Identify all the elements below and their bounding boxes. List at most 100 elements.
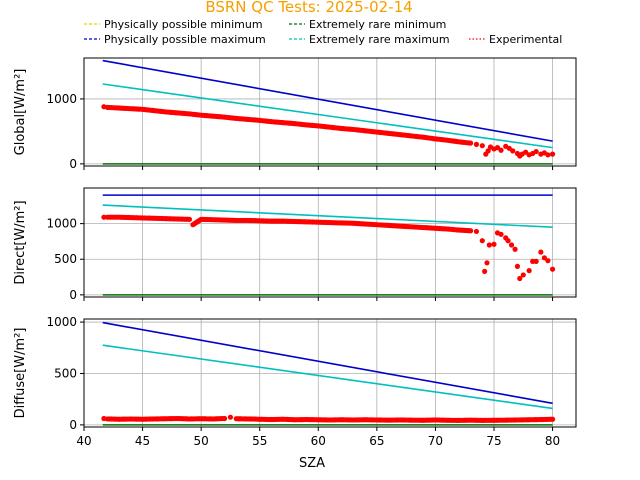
panel-3: 0 500 1000 40 45 50 55 60 65 70 75 80 SZA Diffuse[W/m… bbox=[13, 315, 577, 471]
data-point-fill bbox=[477, 417, 483, 423]
data-point bbox=[485, 148, 491, 154]
data-point-fill bbox=[430, 136, 437, 142]
y-tick-label: 500 bbox=[54, 366, 77, 380]
data-point-fill bbox=[337, 220, 343, 226]
data-point-fill bbox=[313, 219, 319, 225]
data-point bbox=[479, 143, 485, 149]
legend-item: Physically possible minimum bbox=[84, 18, 263, 31]
data-point-fill bbox=[126, 416, 132, 422]
data-point-fill bbox=[360, 417, 366, 423]
data-point bbox=[491, 241, 497, 247]
data-point bbox=[533, 148, 539, 155]
data-point-fill bbox=[442, 226, 448, 232]
data-point bbox=[517, 275, 523, 282]
y-tick-label: 1000 bbox=[46, 217, 77, 231]
x-tick-label: 45 bbox=[135, 434, 150, 448]
data-point-fill bbox=[407, 224, 413, 230]
data-point-fill bbox=[466, 140, 472, 146]
chart-title: BSRN QC Tests: 2025-02-14 bbox=[205, 0, 412, 16]
data-point-fill bbox=[114, 214, 120, 220]
series-extremely-rare-maximum bbox=[102, 344, 553, 410]
legend-item: Experimental bbox=[469, 33, 562, 46]
data-point bbox=[508, 242, 515, 248]
y-tick-label: 0 bbox=[69, 288, 77, 302]
axes-frame bbox=[83, 187, 577, 298]
legend-label: Extremely rare maximum bbox=[309, 33, 450, 46]
data-point-fill bbox=[149, 416, 155, 422]
y-tick-label: 0 bbox=[69, 157, 77, 171]
data-point-fill bbox=[337, 417, 343, 423]
data-point-fill bbox=[290, 218, 296, 225]
data-point-fill bbox=[173, 110, 179, 116]
data-point-fill bbox=[348, 220, 355, 226]
legend-label: Experimental bbox=[489, 33, 562, 46]
data-point bbox=[227, 414, 234, 420]
data-point-fill bbox=[524, 417, 530, 423]
data-point-fill bbox=[114, 416, 120, 422]
data-point-fill bbox=[501, 417, 507, 423]
data-point-fill bbox=[184, 216, 191, 222]
data-point-fill bbox=[372, 129, 378, 135]
data-point-fill bbox=[208, 217, 214, 223]
data-point bbox=[526, 268, 532, 274]
data-point-fill bbox=[302, 122, 308, 128]
panels: 0 1000 Global[W/m²] 0 500 1000 Direct[W/m²] 0 50… bbox=[13, 57, 577, 471]
data-point-fill bbox=[395, 131, 401, 138]
data-point-fill bbox=[208, 416, 214, 422]
data-point-fill bbox=[243, 217, 249, 224]
series-extremely-rare-maximum bbox=[102, 83, 553, 149]
data-point bbox=[512, 246, 518, 252]
data-point-fill bbox=[114, 105, 120, 111]
legend: Physically possible minimum Extremely rar… bbox=[84, 18, 562, 46]
data-point bbox=[473, 141, 480, 147]
data-point-fill bbox=[407, 417, 413, 423]
x-tick-label: 75 bbox=[486, 434, 501, 448]
data-point-fill bbox=[512, 417, 519, 423]
data-point-fill bbox=[220, 114, 226, 120]
data-point-fill bbox=[126, 105, 132, 112]
grid bbox=[83, 188, 576, 297]
data-point-fill bbox=[126, 214, 132, 221]
data-point-fill bbox=[372, 221, 378, 228]
data-point-fill bbox=[173, 415, 179, 422]
data-point-fill bbox=[348, 126, 355, 132]
axes-frame bbox=[83, 57, 577, 167]
series-experimental bbox=[101, 214, 556, 282]
data-point-fill bbox=[266, 416, 273, 423]
data-point bbox=[533, 258, 539, 264]
legend-item: Physically possible maximum bbox=[84, 33, 266, 46]
data-point-fill bbox=[348, 417, 355, 423]
data-point bbox=[498, 147, 504, 153]
y-tick-label: 0 bbox=[69, 418, 77, 432]
data-point-fill bbox=[161, 109, 167, 115]
series-experimental bbox=[101, 414, 556, 423]
data-point bbox=[479, 238, 485, 244]
data-point-fill bbox=[454, 227, 460, 233]
data-point-fill bbox=[337, 125, 343, 131]
y-tick-label: 500 bbox=[54, 252, 77, 266]
data-point-fill bbox=[419, 224, 425, 231]
data-point-fill bbox=[442, 137, 448, 143]
y-axis-label: Global[W/m²] bbox=[13, 69, 28, 156]
data-point-fill bbox=[442, 417, 448, 423]
data-point-fill bbox=[454, 138, 460, 145]
data-point bbox=[498, 231, 504, 237]
data-point-fill bbox=[372, 417, 378, 423]
data-point-fill bbox=[384, 417, 390, 423]
data-point-fill bbox=[360, 127, 366, 134]
grid bbox=[83, 319, 576, 427]
data-point-fill bbox=[384, 222, 390, 228]
legend-label: Physically possible maximum bbox=[104, 33, 266, 46]
data-point bbox=[482, 268, 488, 274]
data-point bbox=[545, 152, 551, 158]
data-point-fill bbox=[536, 416, 542, 423]
series-physically-possible-maximum bbox=[102, 59, 553, 142]
data-point bbox=[505, 238, 511, 244]
data-point-fill bbox=[466, 228, 472, 234]
data-point-fill bbox=[313, 123, 319, 129]
data-point-fill bbox=[454, 417, 460, 423]
data-point-fill bbox=[302, 219, 308, 225]
data-point-fill bbox=[430, 417, 437, 423]
data-point-fill bbox=[395, 223, 401, 229]
